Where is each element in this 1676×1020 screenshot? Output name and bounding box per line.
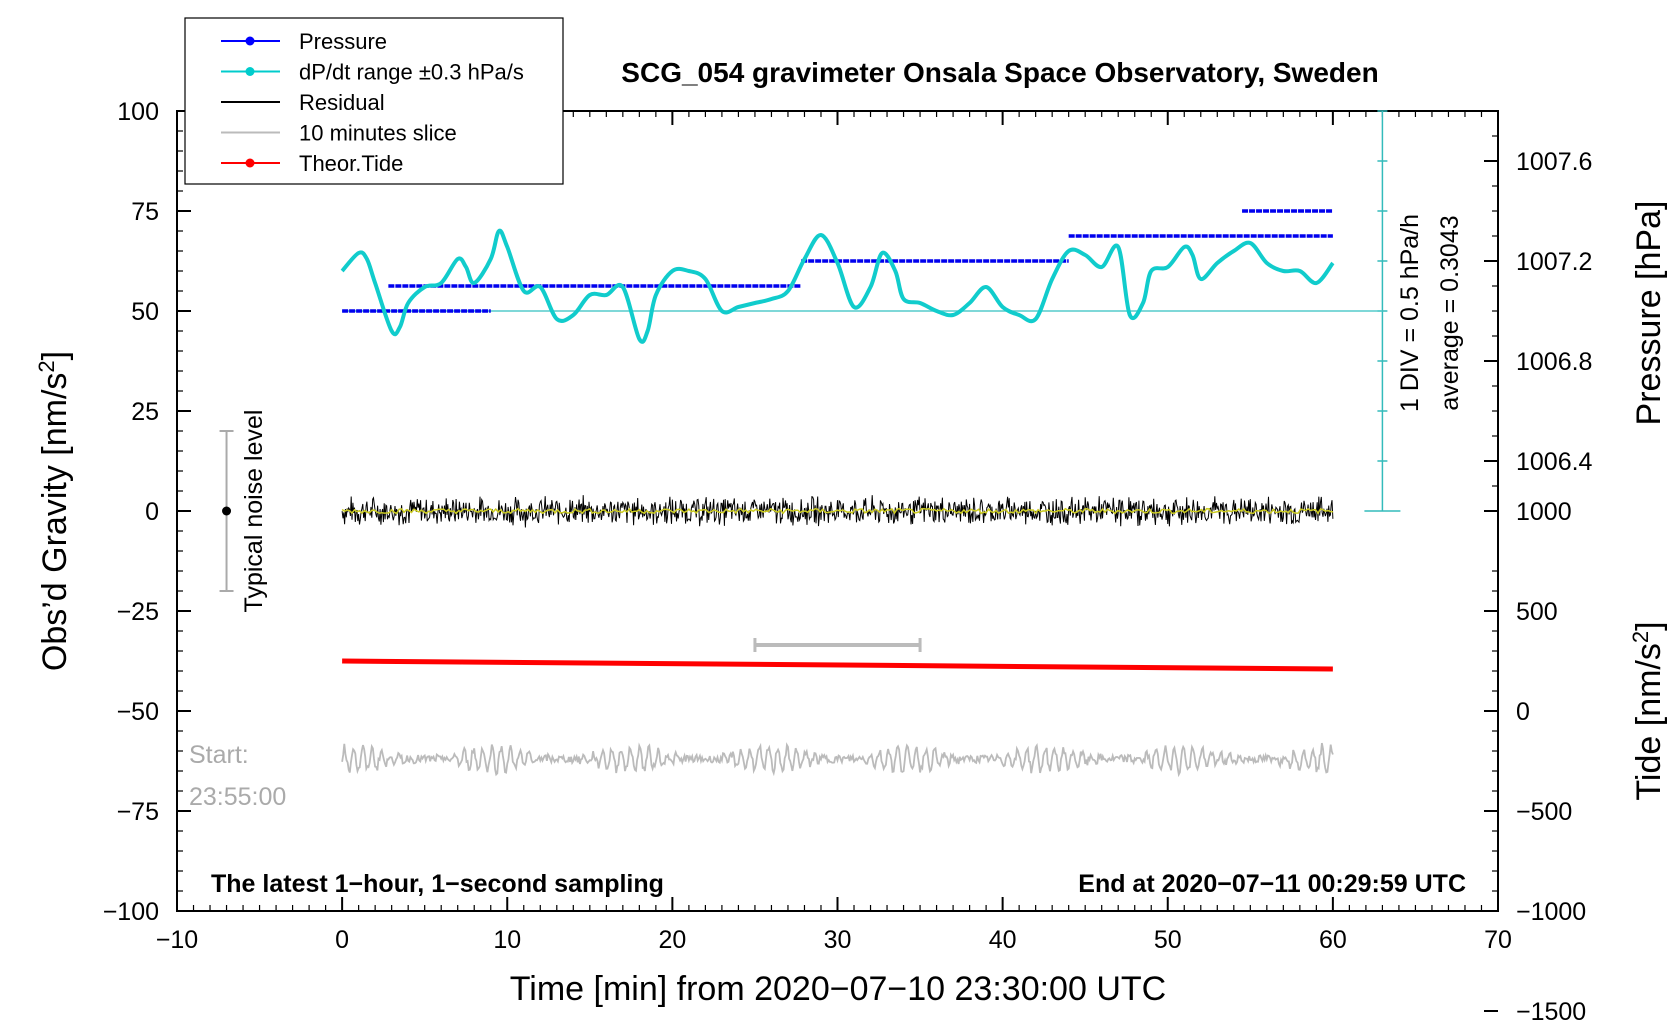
y-tick-label: 100 (117, 98, 159, 126)
x-tick-label: 20 (658, 926, 686, 954)
tide-tick-label: −1500 (1516, 998, 1586, 1020)
pressure-tick-label: 1006.4 (1516, 448, 1593, 476)
x-tick-label: 10 (493, 926, 521, 954)
noise-level-center-dot (222, 506, 232, 516)
y-tick-label: 50 (131, 298, 159, 326)
x-axis-title: Time [min] from 2020−07−10 23:30:00 UTC (510, 970, 1166, 1008)
legend: Pressure dP/dt range ±0.3 hPa/s Residual 10… (184, 17, 564, 185)
chart-title: SCG_054 gravimeter Onsala Space Observat… (621, 57, 1378, 88)
y-tick-label: −100 (103, 898, 159, 926)
y-axis-title-gravity: Obs’d Gravity [nm/s2] (34, 351, 74, 671)
legend-label: 10 minutes slice (299, 121, 457, 146)
scale-average-text: average = 0.3043 (1436, 215, 1464, 410)
tide-tick-label: 1000 (1516, 498, 1572, 526)
y-axis-title-tide: Tide [nm/s2] (1628, 621, 1668, 800)
start-time: 23:55:00 (189, 783, 286, 811)
slice-trace-line (341, 742, 1334, 778)
x-tick-label: 40 (989, 926, 1017, 954)
noise-level-label: Typical noise level (240, 410, 268, 613)
y-tick-label: 0 (145, 498, 159, 526)
start-label: Start: (189, 741, 249, 769)
x-tick-label: −10 (156, 926, 198, 954)
tide-tick-label: −500 (1516, 798, 1572, 826)
legend-label: Residual (299, 90, 385, 115)
y-tick-label: −25 (117, 598, 159, 626)
legend-marker (245, 67, 255, 76)
x-tick-label: 60 (1319, 926, 1347, 954)
legend-label: Theor.Tide (299, 151, 403, 176)
tide-line (342, 658, 1333, 672)
series-group (219, 110, 1401, 778)
pressure-tick-label: 1006.8 (1516, 348, 1592, 376)
tide-tick-label: 500 (1516, 598, 1558, 626)
y-tick-label: −75 (117, 798, 159, 826)
dpdt-line (340, 228, 1335, 344)
y-axis-title-pressure: Pressure [hPa] (1630, 201, 1668, 426)
y-tick-label: −50 (117, 698, 159, 726)
x-tick-label: 50 (1154, 926, 1182, 954)
x-tick-label: 30 (824, 926, 852, 954)
residual-smoothed-line (341, 507, 1334, 515)
x-tick-label: 0 (335, 926, 349, 954)
y-tick-label: 75 (131, 198, 159, 226)
note-latest-hour: The latest 1−hour, 1−second sampling (211, 870, 664, 898)
tide-tick-label: −1000 (1516, 898, 1586, 926)
legend-marker (245, 36, 255, 46)
legend-label: Pressure (299, 29, 387, 54)
y-tick-label: 25 (131, 398, 159, 426)
pressure-tick-label: 1007.6 (1516, 148, 1592, 176)
note-end-time: End at 2020−07−11 00:29:59 UTC (1078, 870, 1466, 898)
legend-marker (245, 158, 255, 168)
residual-line (341, 495, 1334, 528)
pressure-tick-label: 1007.2 (1516, 248, 1592, 276)
ticks-group: −10 0 10 20 30 40 50 60 701007550250−25−50−75−10… (103, 98, 1593, 1020)
legend-label: dP/dt range ±0.3 hPa/s (299, 60, 524, 85)
scale-div-text: 1 DIV = 0.5 hPa/h (1396, 214, 1424, 412)
x-tick-label: 70 (1484, 926, 1512, 954)
legend-items: Pressure dP/dt range ±0.3 hPa/s Residual 10… (221, 29, 524, 176)
tide-tick-label: 0 (1516, 698, 1530, 726)
